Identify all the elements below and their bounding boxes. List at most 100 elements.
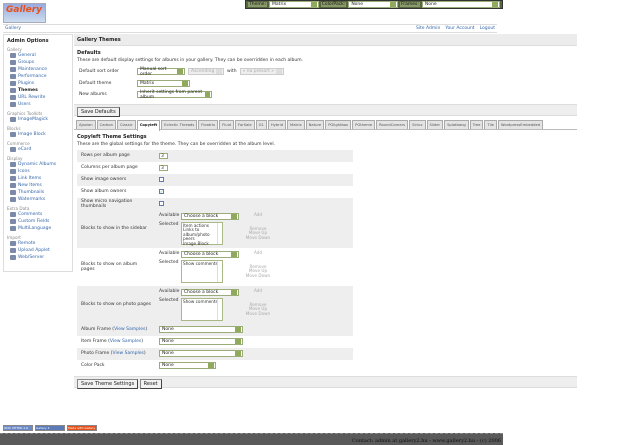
sidebar-item-label[interactable]: ImageMagick bbox=[18, 117, 48, 122]
sidebar-item-icons[interactable]: Icons bbox=[7, 168, 69, 175]
sidebar-item-label[interactable]: Dynamic Albums bbox=[18, 162, 57, 167]
photo-add-button[interactable]: Add bbox=[253, 287, 263, 293]
sidebar-item-users[interactable]: Users bbox=[7, 101, 69, 108]
sidebar-item-comments[interactable]: Comments bbox=[7, 211, 69, 218]
album-selected-item[interactable]: Show comments bbox=[183, 260, 218, 266]
sidebar-item-image-block[interactable]: Image Block bbox=[7, 131, 69, 138]
sidebar-item-ecard[interactable]: eCard bbox=[7, 146, 69, 153]
scrollbar[interactable] bbox=[217, 260, 222, 282]
sidebar-item-thumbnails[interactable]: Thumbnails bbox=[7, 189, 69, 196]
new-albums-select[interactable]: Inherit settings from parent album bbox=[137, 90, 212, 100]
tab-eclectic-threads[interactable]: Eclectic Threads bbox=[161, 119, 198, 129]
frames-select[interactable]: None bbox=[421, 1, 500, 8]
photo-move-down-button[interactable]: Move Down bbox=[245, 310, 271, 316]
sidebar-item-label[interactable]: Users bbox=[18, 102, 31, 107]
tab-g1[interactable]: G1 bbox=[255, 119, 267, 129]
sidebar-selected-list[interactable]: Item actions Links to album/photo peers Im… bbox=[181, 221, 223, 246]
item-frame-select[interactable]: None bbox=[159, 338, 243, 345]
header-link-site-admin[interactable]: Site Admin bbox=[415, 26, 441, 31]
album-remove-button[interactable]: Remove bbox=[249, 263, 267, 269]
album-add-button[interactable]: Add bbox=[253, 249, 263, 255]
sidebar-item-remote[interactable]: Remote bbox=[7, 240, 69, 247]
tab-floatrix[interactable]: Floatrix bbox=[198, 119, 219, 129]
item-frame-view-samples-link[interactable]: View Samples bbox=[109, 339, 142, 344]
sidebar-item-label[interactable]: Watermarks bbox=[18, 197, 46, 202]
sidebar-item-label[interactable]: eCard bbox=[18, 147, 32, 152]
sidebar-item-label[interactable]: Remote bbox=[18, 241, 36, 246]
scrollbar[interactable] bbox=[217, 298, 222, 320]
sidebar-item-upload-applet[interactable]: Upload Applet bbox=[7, 247, 69, 254]
tab-carbon[interactable]: Carbon bbox=[96, 119, 116, 129]
badge-0[interactable]: W3C XHTML 1.0 bbox=[3, 425, 33, 431]
album-move-up-button[interactable]: Move Up bbox=[248, 268, 268, 274]
columns-per-page-input[interactable]: 3 bbox=[159, 164, 168, 171]
sidebar-add-button[interactable]: Add bbox=[253, 211, 263, 217]
badge-2[interactable]: Made with Gallery bbox=[67, 425, 97, 431]
tab-roundcorners[interactable]: RoundCorners bbox=[376, 119, 409, 129]
photo-selected-item[interactable]: Show comments bbox=[183, 298, 218, 304]
tab-fluid[interactable]: Fluid bbox=[219, 119, 234, 129]
sidebar-item-custom-fields[interactable]: Custom Fields bbox=[7, 218, 69, 225]
sidebar-item-label[interactable]: URL Rewrite bbox=[18, 95, 46, 100]
sidebar-item-label[interactable]: Themes bbox=[18, 88, 38, 93]
sidebar-item-label[interactable]: Icons bbox=[18, 169, 30, 174]
save-theme-settings-button[interactable]: Save Theme Settings bbox=[77, 378, 139, 389]
tab-splatbang[interactable]: Splatbang bbox=[444, 119, 469, 129]
sidebar-item-label[interactable]: New Items bbox=[18, 183, 42, 188]
header-link-your-account[interactable]: Your Account bbox=[445, 26, 475, 31]
tab-wordpressembedded[interactable]: WordpressEmbedded bbox=[497, 119, 544, 129]
sidebar-item-themes[interactable]: Themes bbox=[7, 87, 69, 94]
show-album-owners-checkbox[interactable]: ✓ bbox=[159, 189, 164, 194]
sidebar-item-imagemagick[interactable]: ImageMagick bbox=[7, 116, 69, 123]
save-defaults-button[interactable]: Save Defaults bbox=[77, 106, 120, 117]
sidebar-item-watermarks[interactable]: Watermarks bbox=[7, 196, 69, 203]
tab-slider[interactable]: Slider bbox=[426, 119, 444, 129]
sidebar-item-label[interactable]: Custom Fields bbox=[18, 219, 50, 224]
tab-forsale[interactable]: ForSale bbox=[234, 119, 255, 129]
tab-classic[interactable]: Classic bbox=[116, 119, 136, 129]
colorpack-select[interactable]: None bbox=[348, 1, 398, 8]
sidebar-item-label[interactable]: Link Items bbox=[18, 176, 42, 181]
show-image-owners-checkbox[interactable] bbox=[159, 177, 164, 182]
rows-per-page-input[interactable]: 3 bbox=[159, 152, 168, 159]
sidebar-selected-item[interactable]: Image Block bbox=[183, 240, 209, 246]
sidebar-item-maintenance[interactable]: Maintenance bbox=[7, 66, 69, 73]
sidebar-item-label[interactable]: Plugins bbox=[18, 81, 35, 86]
tab-pgtheme[interactable]: PGtheme bbox=[352, 119, 376, 129]
scrollbar[interactable] bbox=[217, 222, 222, 244]
photo-selected-list[interactable]: Show comments bbox=[181, 297, 223, 321]
photo-move-up-button[interactable]: Move Up bbox=[248, 306, 268, 312]
photo-remove-button[interactable]: Remove bbox=[249, 301, 267, 307]
show-micro-nav-checkbox[interactable] bbox=[159, 201, 164, 206]
album-move-down-button[interactable]: Move Down bbox=[245, 272, 271, 278]
sidebar-item-label[interactable]: Upload Applet bbox=[18, 248, 50, 253]
sidebar-available-select[interactable]: Choose a block bbox=[181, 212, 239, 220]
tab-tree[interactable]: Tree bbox=[469, 119, 484, 129]
tab-ajaxian[interactable]: Ajaxian bbox=[76, 119, 96, 129]
sidebar-selected-item[interactable]: Item actions bbox=[183, 222, 209, 228]
sidebar-item-groups[interactable]: Groups bbox=[7, 59, 69, 66]
tab-nature[interactable]: Nature bbox=[305, 119, 325, 129]
sidebar-item-multilanguage[interactable]: MultiLanguage bbox=[7, 225, 69, 232]
sidebar-move-up-button[interactable]: Move Up bbox=[248, 230, 268, 236]
sidebar-item-performance[interactable]: Performance bbox=[7, 73, 69, 80]
sidebar-remove-button[interactable]: Remove bbox=[249, 225, 267, 231]
sidebar-item-dynamic-albums[interactable]: Dynamic Albums bbox=[7, 161, 69, 168]
sidebar-move-down-button[interactable]: Move Down bbox=[245, 234, 271, 240]
sidebar-item-label[interactable]: MultiLanguage bbox=[18, 226, 52, 231]
header-link-logout[interactable]: Logout bbox=[479, 26, 495, 31]
tab-copyleft[interactable]: Copyleft bbox=[136, 119, 161, 131]
sidebar-item-general[interactable]: General bbox=[7, 52, 69, 59]
badge-1[interactable]: Gallery 2 bbox=[35, 425, 65, 431]
album-frame-select[interactable]: None bbox=[159, 326, 243, 333]
tab-tile[interactable]: Tile bbox=[484, 119, 497, 129]
photo-available-select[interactable]: Choose a block bbox=[181, 288, 239, 296]
breadcrumb-gallery-link[interactable]: Gallery bbox=[5, 26, 22, 31]
sidebar-item-label[interactable]: Thumbnails bbox=[18, 190, 45, 195]
tab-hybrid[interactable]: Hybrid bbox=[267, 119, 287, 129]
sidebar-item-label[interactable]: General bbox=[18, 53, 36, 58]
photo-frame-select[interactable]: None bbox=[159, 350, 243, 357]
album-frame-view-samples-link[interactable]: View Samples bbox=[114, 327, 146, 332]
sidebar-item-web-server[interactable]: Web/Server bbox=[7, 254, 69, 261]
photo-frame-view-samples-link[interactable]: View Samples bbox=[112, 351, 144, 356]
